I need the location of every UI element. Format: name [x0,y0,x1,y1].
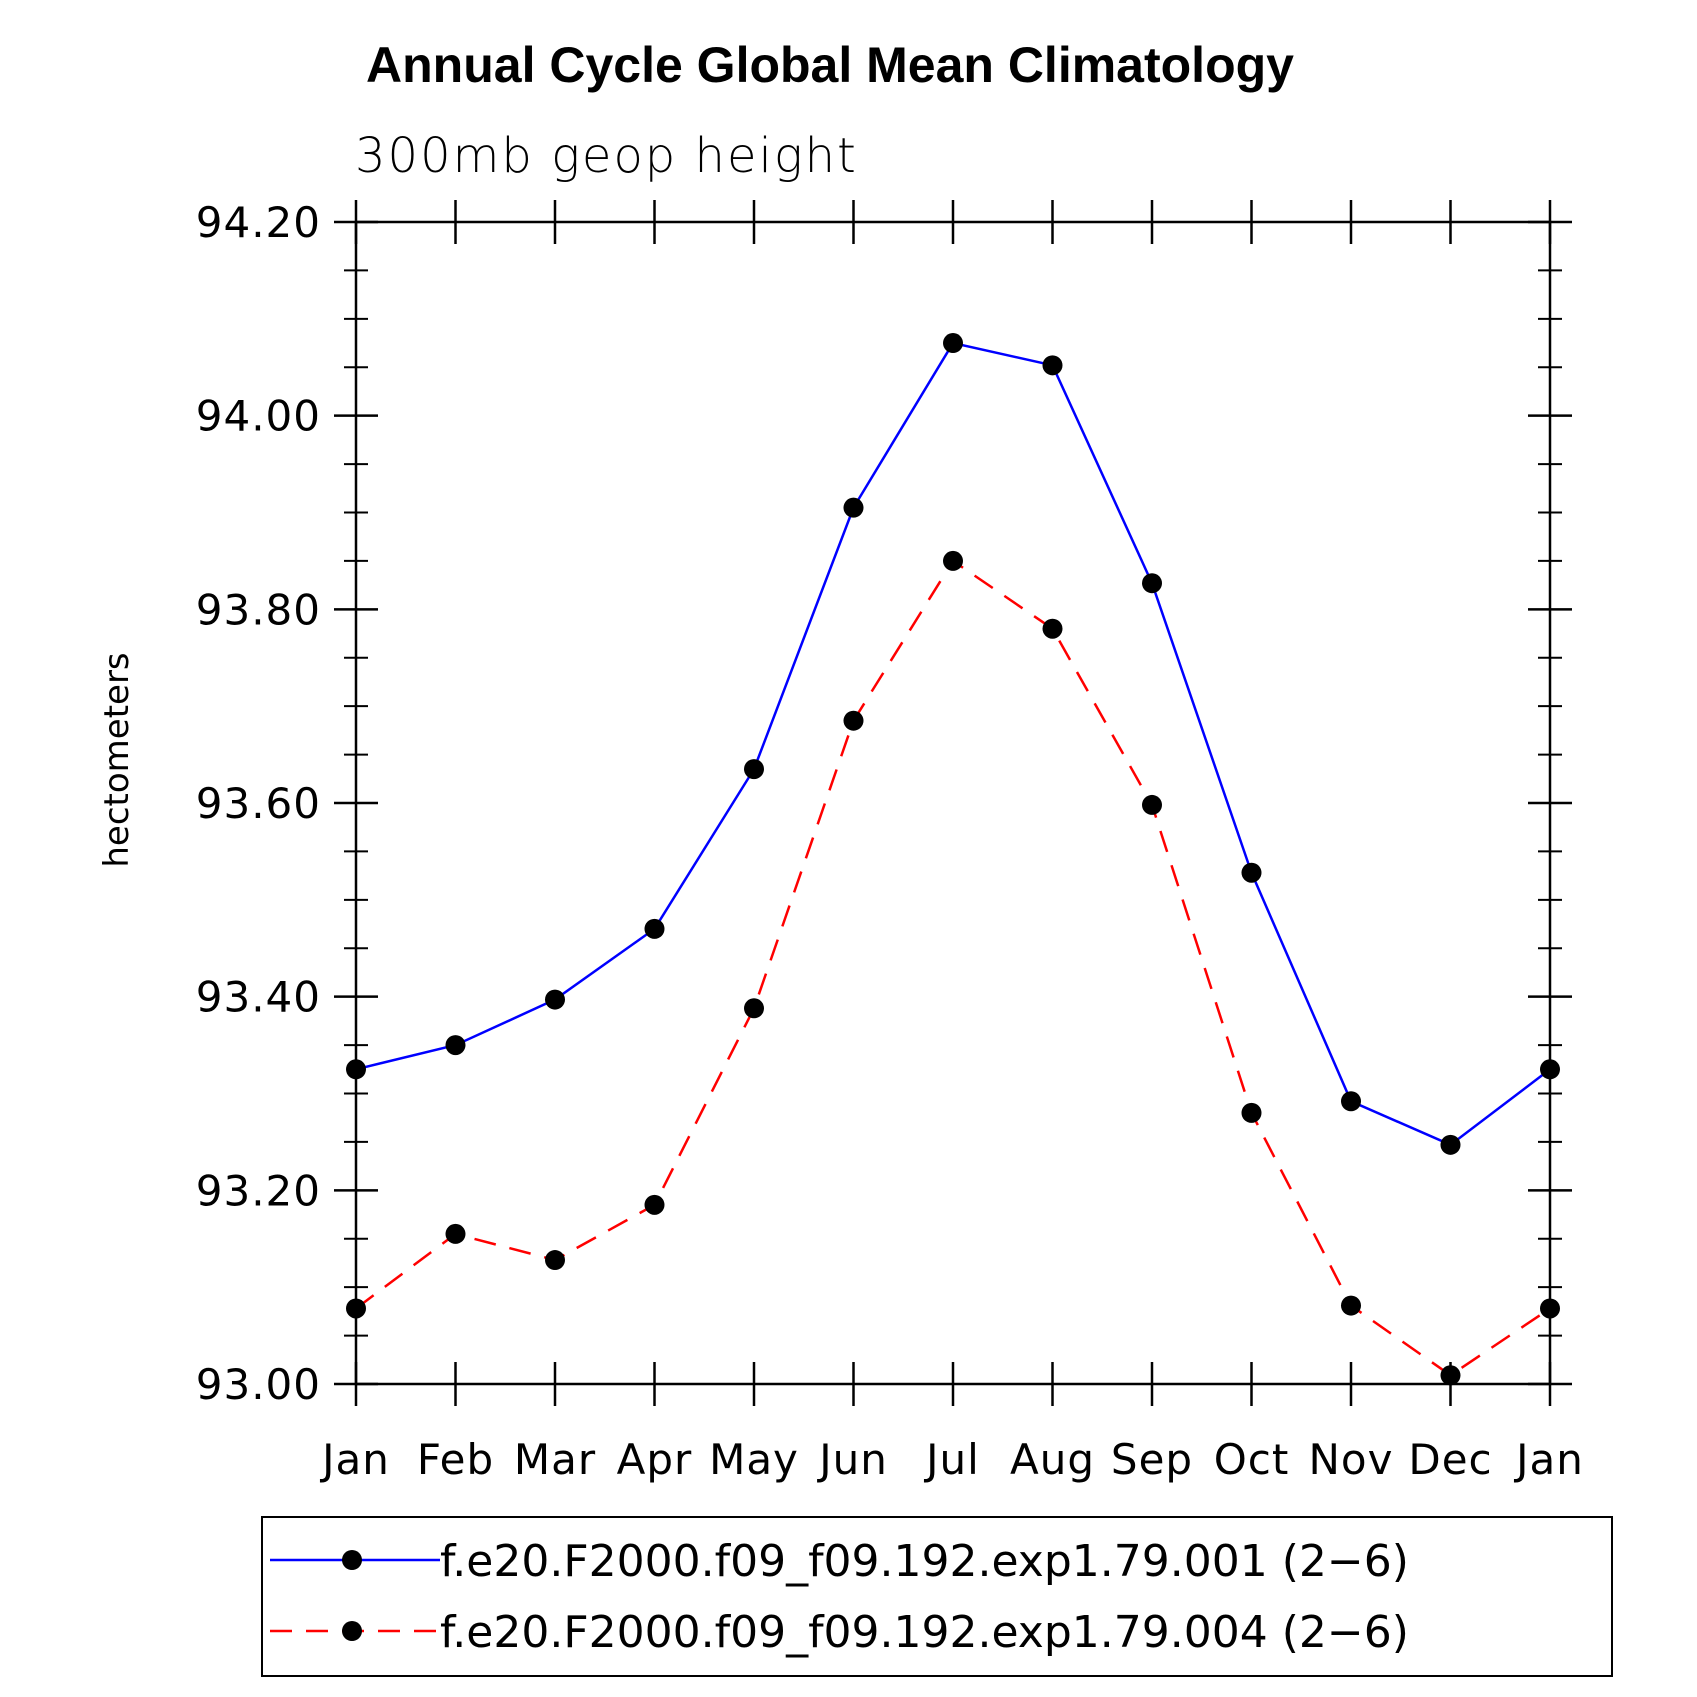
legend-marker-2 [342,1621,362,1641]
legend-label-2: f.e20.F2000.f09_f09.192.exp1.79.004 (2−6… [440,1607,1409,1658]
series-1-point [1241,862,1262,883]
series-2-point [1440,1365,1461,1386]
y-tick-label: 93.60 [196,779,321,828]
series-1-point [1142,573,1162,594]
x-tick-label: Jan [1513,1435,1584,1484]
series-2-point [1341,1295,1361,1316]
y-tick-label: 93.20 [196,1166,321,1215]
x-tick-label: Dec [1408,1435,1492,1484]
y-tick-label: 93.40 [196,973,321,1022]
series-2-point [1042,618,1063,639]
chart-title: Annual Cycle Global Mean Climatology [366,37,1294,93]
series-2-point [445,1223,466,1244]
series-2-point [744,998,764,1019]
series-2-point [1142,794,1162,815]
x-tick-label: Jan [319,1435,390,1484]
y-axis-label: hectometers [97,652,137,867]
series-line-1 [355,341,1551,1147]
x-tick-label: Jul [923,1435,980,1484]
series-2-point [1241,1102,1262,1123]
series-1-point [1341,1091,1361,1112]
series-1-point [744,759,764,780]
series-1-point [1042,355,1063,376]
series-2-point [843,710,864,731]
x-tick-label: Nov [1309,1435,1394,1484]
series-1-point [1440,1134,1461,1155]
series-layer [346,333,1560,1386]
series-2-point [644,1194,665,1215]
chart-subtitle: 300mb geop height [355,128,858,184]
series-2-point [943,550,963,571]
y-tick-label: 93.80 [196,585,321,634]
y-tick-label: 93.00 [196,1360,321,1409]
axes [354,220,1552,1386]
legend: f.e20.F2000.f09_f09.192.exp1.79.001 (2−6… [261,1516,1613,1677]
y-tick-label: 94.20 [196,198,321,247]
x-tick-label: Aug [1010,1435,1095,1484]
x-tick-label: Sep [1111,1435,1193,1484]
axis-ticks [334,200,1572,1406]
y-tick-label: 94.00 [196,392,321,441]
series-1-point [943,333,963,354]
x-tick-label: Apr [617,1435,693,1484]
legend-marker-1 [342,1550,362,1570]
x-tick-label: Jun [816,1435,888,1484]
legend-label-1: f.e20.F2000.f09_f09.192.exp1.79.001 (2−6… [440,1536,1409,1587]
series-2-point [545,1250,565,1271]
x-tick-label: Oct [1214,1435,1290,1484]
series-1-point [445,1035,466,1056]
legend-box [261,1516,1613,1677]
series-1-point [843,497,864,518]
tick-labels: Jan Feb Mar Apr May Jun Jul Aug Sep Oct Nov Dec Jan 9… [196,198,1584,1484]
x-tick-label: May [709,1435,799,1484]
x-tick-label: Mar [514,1435,596,1484]
series-1-point [545,989,565,1010]
plot-frame [354,220,1552,1386]
series-line-2 [355,559,1551,1377]
x-tick-label: Feb [417,1435,494,1484]
series-1-point [644,918,665,939]
